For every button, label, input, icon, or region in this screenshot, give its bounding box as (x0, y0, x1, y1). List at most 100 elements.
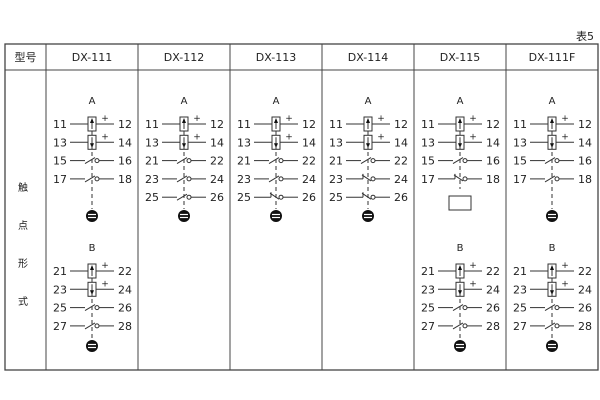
contact-pivot (94, 323, 100, 329)
terminal-number: 12 (118, 118, 132, 131)
terminal-number: 14 (210, 136, 224, 149)
terminal-number: 21 (53, 265, 67, 278)
contact-17-18: 17 18 (421, 173, 500, 186)
terminal-number: 26 (394, 191, 408, 204)
ground-symbol-icon (454, 340, 466, 352)
contact-13-14: 13 14 + (329, 132, 408, 150)
normally-open-contact-icon (176, 193, 188, 201)
normally-open-contact-icon (268, 175, 280, 183)
normally-open-contact-icon (452, 304, 464, 312)
terminal-number: 22 (578, 265, 592, 278)
normally-open-contact-icon (268, 157, 280, 165)
terminal-number: 15 (421, 155, 435, 168)
contact-pivot (186, 194, 192, 200)
model-name: DX-115 (440, 51, 480, 64)
plus-sign: + (101, 279, 109, 289)
plus-sign: + (469, 114, 477, 124)
terminal-number: 23 (513, 283, 527, 296)
contact-pivot (370, 176, 376, 182)
signal-coil-icon (271, 134, 281, 150)
terminal-number: 18 (118, 173, 132, 186)
contact-pivot (94, 158, 100, 164)
terminal-number: 21 (145, 155, 159, 168)
contact-pivot (554, 305, 560, 311)
terminal-number: 22 (302, 155, 316, 168)
contact-11-12: 11 12 + (145, 114, 224, 132)
terminal-number: 26 (210, 191, 224, 204)
signal-coil-icon (455, 281, 465, 297)
terminal-number: 12 (210, 118, 224, 131)
contact-group-b: B 21 22 +23 24 +25 26 27 28 (421, 243, 500, 352)
row-label-char: 触 (18, 181, 28, 194)
contact-11-12: 11 12 + (329, 114, 408, 132)
plus-sign: + (561, 114, 569, 124)
signal-coil-icon (179, 134, 189, 150)
terminal-number: 18 (486, 173, 500, 186)
terminal-number: 23 (53, 283, 67, 296)
terminal-number: 17 (53, 173, 67, 186)
contact-13-14: 13 14 + (421, 132, 500, 150)
terminal-number: 15 (53, 155, 67, 168)
terminal-number: 26 (486, 302, 500, 315)
contact-27-28: 27 28 (53, 320, 132, 333)
normally-open-contact-icon (84, 322, 96, 330)
terminal-number: 17 (513, 173, 527, 186)
terminal-number: 14 (578, 136, 592, 149)
contact-17-18: 17 18 (53, 173, 132, 186)
contact-11-12: 11 12 + (53, 114, 132, 132)
terminal-number: 15 (513, 155, 527, 168)
contact-21-22: 21 22 + (513, 261, 592, 279)
contact-group-a: A 11 12 +13 14 +21 22 23 24 25 26 (237, 96, 316, 222)
contact-27-28: 27 28 (513, 320, 592, 333)
contact-blade (361, 192, 372, 200)
contact-23-24: 23 24 + (53, 279, 132, 297)
ground-symbol-icon (362, 210, 374, 222)
terminal-number: 14 (118, 136, 132, 149)
ground-symbol-icon (546, 340, 558, 352)
terminal-number: 13 (329, 136, 343, 149)
arrow-up-icon (90, 265, 94, 270)
contact-13-14: 13 14 + (513, 132, 592, 150)
terminal-number: 24 (394, 173, 408, 186)
contact-11-12: 11 12 + (237, 114, 316, 132)
ground-symbol-icon (546, 210, 558, 222)
terminal-number: 23 (421, 283, 435, 296)
terminal-number: 27 (421, 320, 435, 333)
contact-pivot (462, 176, 468, 182)
contact-pivot (278, 176, 284, 182)
ground-symbol-icon (178, 210, 190, 222)
normally-open-contact-icon (176, 157, 188, 165)
arrow-up-icon (366, 118, 370, 123)
signal-coil-icon (363, 134, 373, 150)
contact-25-26: 25 26 (329, 191, 408, 204)
terminal-number: 21 (237, 155, 251, 168)
row-label-char: 点 (18, 220, 28, 232)
terminal-number: 25 (329, 191, 343, 204)
contact-pivot (462, 323, 468, 329)
contact-group-b: B 21 22 +23 24 +25 26 27 28 (513, 243, 592, 352)
contact-21-22: 21 22 (329, 155, 408, 168)
contact-blade (453, 174, 464, 182)
signal-coil-icon (87, 281, 97, 297)
plus-sign: + (377, 132, 385, 142)
terminal-number: 25 (421, 302, 435, 315)
contact-23-24: 23 24 (329, 173, 408, 186)
contact-15-16: 15 16 (513, 155, 592, 168)
terminal-number: 18 (578, 173, 592, 186)
group-label: B (89, 243, 96, 254)
group-label: A (181, 96, 188, 107)
terminal-number: 11 (145, 118, 159, 131)
normally-open-contact-icon (84, 304, 96, 312)
contact-pivot (94, 305, 100, 311)
normally-open-contact-icon (84, 175, 96, 183)
contact-25-26: 25 26 (237, 191, 316, 204)
contact-pivot (554, 323, 560, 329)
contact-21-22: 21 22 + (421, 261, 500, 279)
arrow-up-icon (550, 265, 554, 270)
arrow-up-icon (458, 118, 462, 123)
contact-25-26: 25 26 (513, 302, 592, 315)
terminal-number: 21 (513, 265, 527, 278)
terminal-number: 14 (302, 136, 316, 149)
